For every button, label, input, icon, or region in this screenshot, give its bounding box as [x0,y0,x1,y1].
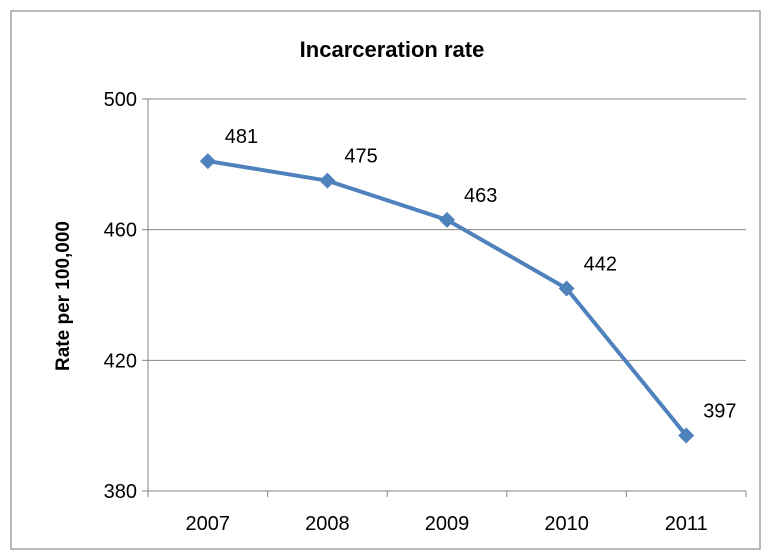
plot-area: 380 420 460 500 2007 2008 2009 2010 2011 481 475 46… [104,89,747,535]
data-point-marker [199,153,216,170]
x-tick-label: 2010 [544,513,589,535]
data-point-marker [678,427,695,444]
y-tick-label: 420 [104,350,137,372]
y-axis-label: Rate per 100,000 [53,221,74,371]
x-tick-label: 2007 [186,513,231,535]
x-tick-label: 2011 [665,513,708,535]
data-label: 463 [464,185,497,207]
data-point-marker [439,211,455,228]
data-label: 442 [584,253,617,275]
x-tick-label: 2008 [305,513,350,535]
data-point-marker [319,172,336,189]
x-tick-label: 2009 [425,513,470,535]
data-label: 475 [344,146,377,168]
y-tick-label: 380 [104,481,137,503]
chart-title: Incarceration rate [300,37,485,62]
chart-border [10,10,761,550]
data-label: 397 [703,400,736,422]
data-point-marker [558,280,575,297]
data-label: 481 [225,126,258,148]
y-tick-label: 460 [104,220,137,242]
y-tick-label: 500 [104,89,137,111]
